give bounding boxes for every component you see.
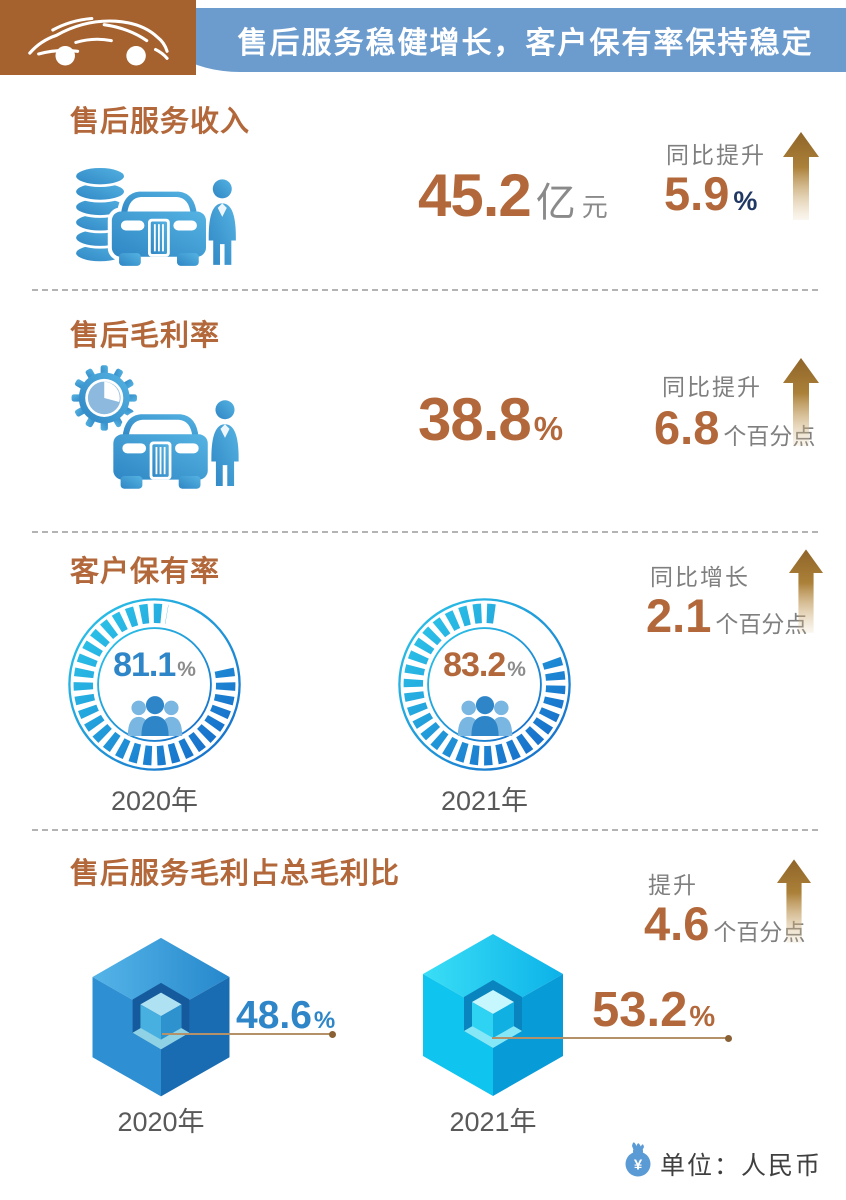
section-title-gross-margin: 售后毛利率: [70, 320, 221, 352]
margin-delta-label: 同比提升: [662, 374, 762, 400]
margin-unit: %: [533, 410, 564, 447]
gp-share-year-2020: 2020年: [117, 1107, 205, 1137]
up-arrow-icon: [776, 859, 812, 943]
retention-year-2020: 2020年: [110, 786, 199, 816]
page-title: 售后服务稳健增长，客户保有率保持稳定: [237, 27, 814, 60]
cube-3d-2021-icon: [423, 934, 563, 1096]
money-bag-icon: ¥: [625, 1142, 651, 1177]
gp-share-year-2021: 2021年: [449, 1107, 537, 1137]
section-title-aftersales-revenue: 售后服务收入: [70, 106, 251, 138]
margin-delta-unit: 个百分点: [723, 423, 816, 449]
up-arrow-icon: [783, 358, 819, 446]
section-divider: [32, 829, 818, 831]
callout-dot-icon: [725, 1034, 732, 1042]
gross-margin-value: 38.8%: [418, 390, 563, 450]
revenue-delta-value: 5.9%: [664, 170, 757, 217]
retention-value-2021: 83.2%: [392, 648, 577, 682]
retention-number-2020: 81.1: [113, 646, 176, 684]
revenue-delta-unit: %: [733, 186, 758, 216]
coins-car-person-icon: [73, 165, 236, 275]
gp-share-delta-label: 提升: [648, 872, 698, 898]
margin-delta-number: 6.8: [654, 401, 720, 454]
header-bar: 售后服务稳健增长，客户保有率保持稳定: [150, 8, 846, 72]
retention-delta-value: 2.1 个百分点: [646, 592, 807, 639]
up-arrow-icon: [788, 549, 824, 633]
gp-share-number-2020: 48.6: [236, 994, 312, 1037]
revenue-delta-label: 同比提升: [666, 142, 766, 168]
gauge-ring-icon: [68, 598, 241, 771]
retention-delta-unit: 个百分点: [715, 611, 808, 637]
header-logo-block: [0, 0, 196, 75]
retention-unit-2021: %: [507, 658, 526, 681]
retention-gauge-2021: 83.2%: [392, 592, 577, 777]
unit-note: 单位：人民币: [660, 1152, 823, 1180]
callout-dot-icon: [329, 1030, 336, 1038]
gauge-ring-icon: [398, 598, 571, 771]
section-divider: [32, 289, 818, 291]
retention-year-2021: 2021年: [440, 786, 529, 816]
revenue-number: 45.2: [418, 162, 532, 229]
margin-delta-value: 6.8 个百分点: [654, 404, 815, 451]
gp-share-value-2020: 48.6%: [236, 996, 335, 1035]
retention-unit-2020: %: [177, 658, 196, 681]
gear-car-person-icon: [71, 365, 239, 496]
up-arrow-icon: [783, 132, 819, 220]
gp-share-delta-unit: 个百分点: [713, 919, 806, 945]
aftersales-revenue-value: 45.2 亿元: [418, 166, 608, 226]
section-title-gp-share: 售后服务毛利占总毛利比: [70, 858, 401, 890]
retention-delta-label: 同比增长: [650, 564, 750, 590]
retention-number-2021: 83.2: [443, 646, 506, 684]
gp-share-value-2021: 53.2%: [592, 986, 715, 1035]
gp-share-delta-value: 4.6 个百分点: [644, 900, 805, 947]
revenue-unit-big: 亿: [535, 181, 576, 225]
revenue-delta-number: 5.9: [664, 167, 730, 220]
retention-delta-number: 2.1: [646, 589, 712, 642]
retention-value-2020: 81.1%: [62, 648, 247, 682]
gp-share-unit-2021: %: [689, 1001, 716, 1033]
retention-gauge-2020: 81.1%: [62, 592, 247, 777]
cube-3d-2020-icon: [92, 937, 230, 1097]
car-sketch-logo: [28, 16, 169, 65]
margin-number: 38.8: [418, 386, 532, 453]
gp-share-number-2021: 53.2: [592, 983, 688, 1037]
gp-share-unit-2020: %: [313, 1007, 336, 1034]
section-title-retention: 客户保有率: [70, 556, 221, 588]
gp-share-delta-number: 4.6: [644, 897, 710, 950]
callout-line-2021: [492, 1034, 732, 1042]
section-divider: [32, 531, 818, 533]
revenue-unit-small: 元: [581, 192, 608, 222]
callout-line-2020: [162, 1030, 336, 1038]
yuan-symbol: ¥: [634, 1157, 643, 1174]
people-group-icon: [127, 696, 182, 736]
people-group-icon: [457, 696, 512, 736]
